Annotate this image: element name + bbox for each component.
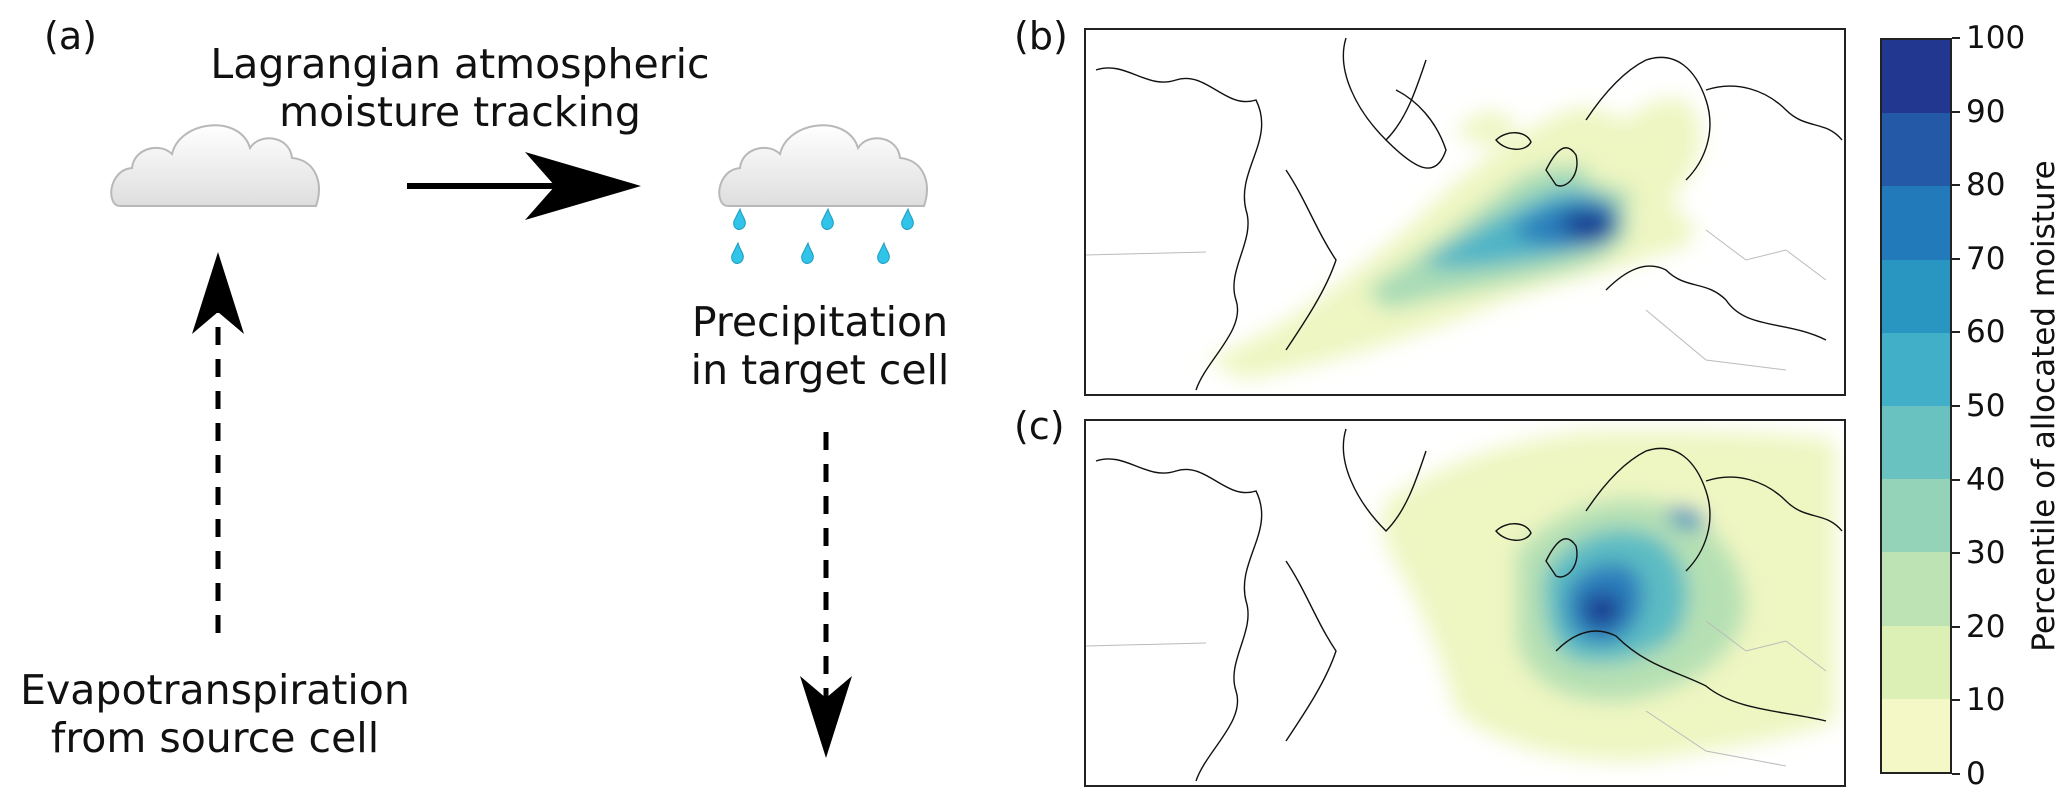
colorbar-segment (1882, 113, 1950, 187)
colorbar-tick-label: 50 (1966, 388, 2006, 424)
coastlines-b (1095, 37, 1843, 391)
colorbar-label: Percentile of allocated moisture (2026, 160, 2062, 652)
colorbar-segment (1882, 405, 1950, 480)
borders-c (1086, 620, 1827, 767)
evapotranspiration-label-line2: from source cell (50, 714, 380, 763)
colorbar-segment (1882, 698, 1950, 772)
target-cloud-icon (718, 124, 928, 207)
moisture-field-b (1206, 98, 1701, 380)
precipitation-label-line2: in target cell (690, 346, 950, 395)
precipitation-label-line1: Precipitation (691, 298, 949, 346)
colorbar-ticks: 0 10 20 30 40 50 60 70 80 90 100 (1952, 20, 2025, 792)
tracking-label: Lagrangian atmospheric moisture tracking (210, 40, 710, 137)
colorbar (1880, 38, 1952, 774)
raindrops-icon (731, 207, 914, 264)
downstream-arrow-icon (800, 432, 852, 758)
colorbar-tick-mark (1952, 773, 1960, 775)
colorbar-segment (1882, 186, 1950, 260)
colorbar-tick-label: 70 (1966, 240, 2006, 277)
transport-arrow-icon (407, 152, 641, 220)
colorbar-tick-mark (1952, 405, 1960, 407)
colorbar-tick-mark (1952, 184, 1960, 187)
colorbar-tick-mark (1952, 552, 1960, 555)
moisture-map-b (1084, 28, 1846, 396)
tracking-label-line2: moisture tracking (279, 88, 641, 137)
colorbar-tick-label: 80 (1966, 167, 2006, 204)
colorbar-tick-mark (1952, 625, 1960, 628)
colorbar-tick-label: 10 (1966, 682, 2006, 719)
colorbar-tick-label: 40 (1966, 461, 2006, 498)
colorbar-tick-mark (1952, 478, 1960, 481)
colorbar-tick-label: 60 (1966, 314, 2006, 351)
colorbar-tick-mark (1952, 110, 1960, 113)
colorbar-tick-label: 90 (1966, 93, 2006, 130)
tracking-label-line1: Lagrangian atmospheric (210, 40, 710, 88)
source-cloud-icon (110, 124, 320, 207)
colorbar-segment (1882, 259, 1950, 333)
evapotranspiration-label-line1: Evapotranspiration (20, 666, 410, 714)
colorbar-segment (1882, 479, 1950, 553)
colorbar-segment (1882, 552, 1950, 626)
colorbar-tick-label: 20 (1966, 608, 2006, 645)
colorbar-tick-mark (1952, 37, 1960, 39)
colorbar-tick-label: 100 (1966, 20, 2026, 56)
colorbar-segment (1882, 332, 1950, 406)
colorbar-tick-mark (1952, 699, 1960, 702)
colorbar-tick-mark (1952, 331, 1960, 334)
colorbar-tick-mark (1952, 257, 1960, 260)
panel-b-label: (b) (1014, 14, 1068, 58)
panel-a-label: (a) (44, 14, 97, 58)
colorbar-segment (1882, 40, 1950, 114)
colorbar-segments (1882, 40, 1950, 772)
panel-c-label: (c) (1014, 404, 1065, 448)
colorbar-segment (1882, 625, 1950, 699)
evapotranspiration-label: Evapotranspiration from source cell (0, 666, 430, 763)
coastlines-c (1095, 428, 1843, 782)
borders-b (1086, 229, 1827, 371)
precipitation-label: Precipitation in target cell (660, 298, 980, 395)
evaporation-arrow-icon (192, 252, 244, 633)
moisture-map-c (1084, 419, 1846, 787)
colorbar-tick-label: 0 (1966, 756, 1986, 792)
colorbar-tick-label: 30 (1966, 535, 2006, 572)
moisture-field-c (1382, 430, 1836, 762)
